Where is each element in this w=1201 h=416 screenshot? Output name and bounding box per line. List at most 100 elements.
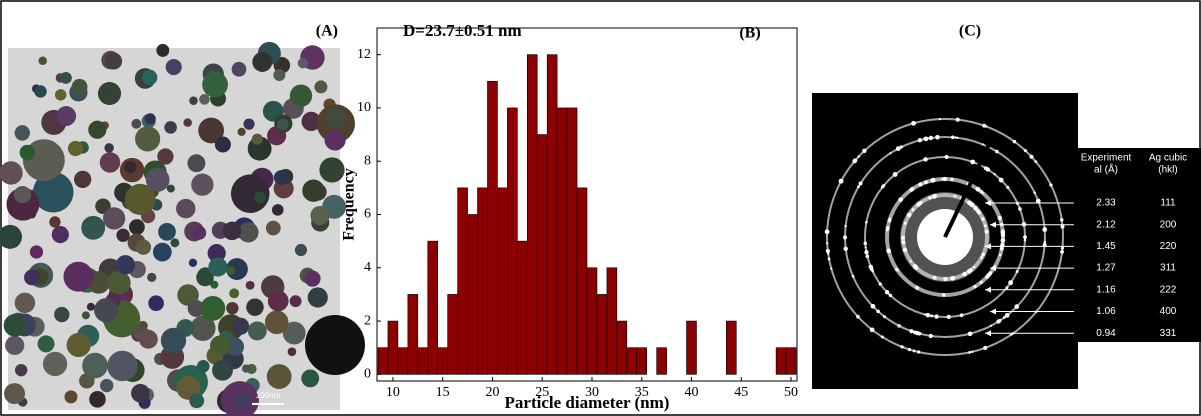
- bar: [407, 294, 419, 375]
- spot: [918, 182, 923, 187]
- particle: [264, 310, 289, 335]
- bar: [576, 187, 588, 375]
- spot: [984, 229, 989, 234]
- particle: [166, 184, 175, 193]
- particle: [289, 295, 302, 308]
- spot: [844, 225, 847, 228]
- y-tick-label: 4: [364, 260, 371, 275]
- ring: [826, 118, 1064, 356]
- spot: [998, 177, 1004, 183]
- spot: [932, 194, 936, 199]
- spot: [1029, 154, 1034, 159]
- spot: [941, 293, 946, 297]
- particle: [191, 173, 214, 196]
- spot: [856, 314, 860, 319]
- particle: [54, 306, 70, 323]
- bar: [726, 320, 737, 375]
- spot: [916, 202, 921, 207]
- spot: [911, 120, 916, 126]
- bar: [686, 320, 697, 375]
- bar: [427, 240, 439, 375]
- particle: [229, 288, 240, 299]
- particle: [238, 222, 259, 243]
- table-cell: 311: [1160, 263, 1176, 274]
- particle: [94, 298, 119, 323]
- spot: [983, 345, 988, 350]
- particle: [273, 68, 286, 82]
- spot: [826, 242, 829, 245]
- bar: [636, 347, 648, 375]
- bar: [536, 134, 548, 375]
- particle: [152, 242, 172, 262]
- spot: [925, 312, 931, 318]
- bar: [497, 187, 508, 375]
- particle: [199, 94, 210, 105]
- particle: [129, 219, 145, 235]
- y-tick-label: 8: [364, 153, 371, 168]
- spot: [1006, 185, 1010, 190]
- arrowhead: [990, 265, 996, 272]
- spot: [1004, 313, 1010, 318]
- spot: [985, 274, 990, 279]
- particle: [164, 121, 177, 134]
- spot: [1060, 218, 1064, 222]
- bar: [586, 267, 598, 375]
- x-tick-label: 25: [535, 385, 549, 400]
- x-tick-label: 10: [386, 385, 400, 400]
- particle: [266, 364, 292, 389]
- spot: [977, 210, 981, 215]
- particle: [208, 257, 228, 277]
- x-tick-label: 45: [734, 385, 748, 400]
- spot: [869, 327, 875, 333]
- particle: [196, 268, 214, 287]
- bar: [556, 107, 568, 375]
- table-cell: 1.45: [1096, 241, 1116, 252]
- particle: [226, 301, 239, 315]
- particle: [67, 140, 84, 157]
- spot: [941, 177, 944, 181]
- spot: [985, 125, 988, 128]
- particle: [189, 96, 198, 105]
- particle: [165, 58, 182, 76]
- arrowhead: [985, 243, 991, 250]
- table-cell: 331: [1160, 328, 1177, 339]
- bar: [785, 347, 797, 375]
- spot: [932, 275, 937, 280]
- spot: [916, 286, 919, 290]
- x-tick-label: 35: [635, 385, 649, 400]
- spot: [1000, 229, 1005, 234]
- spot: [889, 152, 892, 155]
- particle: [157, 148, 174, 165]
- particle: [148, 295, 164, 312]
- spot: [1043, 240, 1047, 244]
- table-cell: 200: [1160, 219, 1177, 230]
- spot: [917, 138, 923, 143]
- particle: [14, 292, 36, 314]
- bar: [546, 54, 558, 375]
- particle: [301, 369, 320, 388]
- spot: [950, 275, 956, 281]
- spot: [990, 324, 993, 327]
- particle: [124, 160, 137, 174]
- particle: [124, 183, 156, 215]
- particle: [267, 290, 289, 312]
- tem-image: [0, 41, 365, 416]
- particle: [251, 133, 263, 145]
- spot: [1023, 235, 1027, 240]
- spot: [1018, 207, 1022, 211]
- table-cell: 1.06: [1096, 306, 1116, 317]
- table-cell: 111: [1160, 198, 1176, 209]
- particle: [210, 335, 231, 356]
- particle: [32, 171, 74, 213]
- spot: [880, 185, 885, 189]
- particle: [4, 383, 26, 405]
- particle: [64, 390, 78, 404]
- x-tick-label: 40: [685, 385, 699, 400]
- spot: [865, 254, 869, 258]
- particle: [234, 393, 250, 409]
- particle: [324, 129, 346, 151]
- beam-stop: [943, 137, 994, 238]
- particle: [245, 280, 255, 290]
- x-axis-label: Particle diameter (nm): [505, 393, 670, 412]
- spot: [903, 221, 907, 225]
